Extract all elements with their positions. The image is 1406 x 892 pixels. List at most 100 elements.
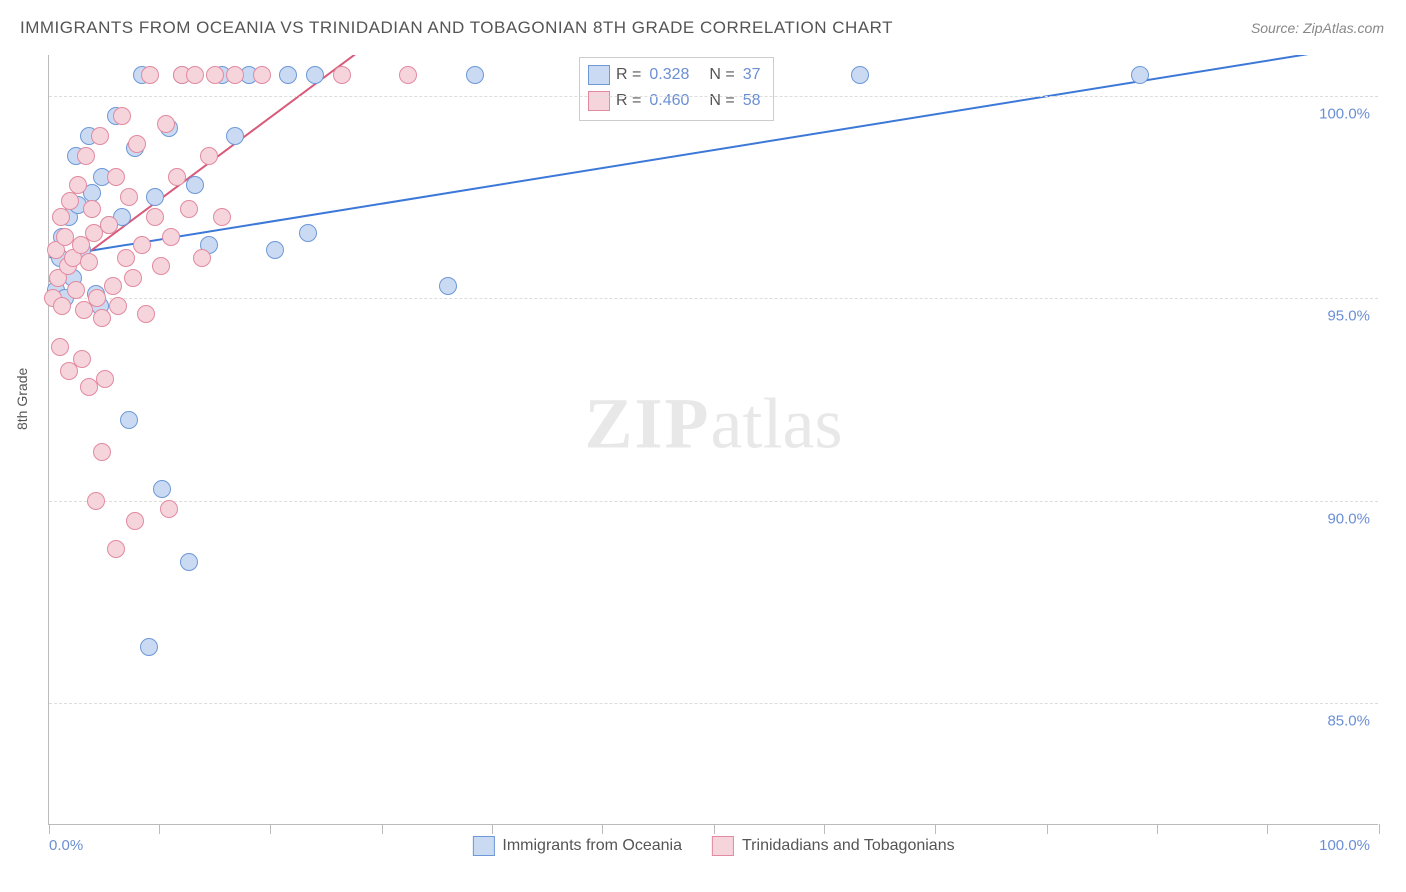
- data-point: [96, 370, 114, 388]
- data-point: [152, 257, 170, 275]
- legend-swatch: [588, 65, 610, 85]
- legend-swatch: [588, 91, 610, 111]
- watermark-text: ZIPatlas: [585, 383, 843, 466]
- data-point: [104, 277, 122, 295]
- y-tick-label: 95.0%: [1327, 308, 1370, 325]
- chart-title: IMMIGRANTS FROM OCEANIA VS TRINIDADIAN A…: [20, 18, 893, 38]
- data-point: [137, 305, 155, 323]
- data-point: [266, 241, 284, 259]
- x-tick: [1379, 824, 1380, 834]
- y-axis-label: 8th Grade: [14, 368, 30, 430]
- grid-line: [49, 298, 1378, 299]
- data-point: [466, 66, 484, 84]
- data-point: [141, 66, 159, 84]
- legend-r-label: R =: [616, 66, 641, 84]
- data-point: [91, 127, 109, 145]
- data-point: [126, 512, 144, 530]
- data-point: [67, 281, 85, 299]
- data-point: [87, 492, 105, 510]
- data-point: [186, 66, 204, 84]
- data-point: [120, 188, 138, 206]
- source-attribution: Source: ZipAtlas.com: [1251, 20, 1384, 36]
- x-tick: [270, 824, 271, 834]
- data-point: [51, 338, 69, 356]
- data-point: [200, 147, 218, 165]
- data-point: [133, 236, 151, 254]
- data-point: [168, 168, 186, 186]
- x-tick: [1047, 824, 1048, 834]
- data-point: [253, 66, 271, 84]
- x-tick: [49, 824, 50, 834]
- x-tick: [492, 824, 493, 834]
- data-point: [80, 378, 98, 396]
- y-tick-label: 85.0%: [1327, 713, 1370, 730]
- data-point: [439, 277, 457, 295]
- data-point: [279, 66, 297, 84]
- correlation-legend: R =0.328N =37R =0.460N =58: [579, 57, 774, 121]
- legend-row: R =0.328N =37: [588, 62, 761, 88]
- data-point: [180, 553, 198, 571]
- x-tick: [382, 824, 383, 834]
- data-point: [83, 200, 101, 218]
- data-point: [306, 66, 324, 84]
- data-point: [146, 208, 164, 226]
- data-point: [1131, 66, 1149, 84]
- series-legend-item: Trinidadians and Tobagonians: [712, 836, 955, 856]
- data-point: [77, 147, 95, 165]
- watermark-zip: ZIP: [585, 384, 711, 464]
- data-point: [140, 638, 158, 656]
- data-point: [117, 249, 135, 267]
- data-point: [162, 228, 180, 246]
- data-point: [88, 289, 106, 307]
- data-point: [80, 253, 98, 271]
- data-point: [213, 208, 231, 226]
- data-point: [226, 66, 244, 84]
- data-point: [160, 500, 178, 518]
- watermark-atlas: atlas: [711, 384, 843, 464]
- x-tick: [714, 824, 715, 834]
- legend-swatch: [472, 836, 494, 856]
- data-point: [107, 540, 125, 558]
- x-axis-min-label: 0.0%: [49, 837, 83, 854]
- data-point: [113, 107, 131, 125]
- y-tick-label: 90.0%: [1327, 510, 1370, 527]
- data-point: [146, 188, 164, 206]
- data-point: [53, 297, 71, 315]
- legend-n-value: 37: [743, 66, 761, 84]
- x-tick: [602, 824, 603, 834]
- data-point: [157, 115, 175, 133]
- data-point: [61, 192, 79, 210]
- data-point: [851, 66, 869, 84]
- grid-line: [49, 501, 1378, 502]
- scatter-chart: ZIPatlas R =0.328N =37R =0.460N =58 Immi…: [48, 55, 1378, 825]
- data-point: [153, 480, 171, 498]
- series-legend: Immigrants from Oceania Trinidadians and …: [472, 836, 954, 856]
- grid-line: [49, 96, 1378, 97]
- data-point: [399, 66, 417, 84]
- x-tick: [1267, 824, 1268, 834]
- data-point: [69, 176, 87, 194]
- x-tick: [159, 824, 160, 834]
- data-point: [206, 66, 224, 84]
- data-point: [186, 176, 204, 194]
- legend-n-label: N =: [709, 66, 734, 84]
- data-point: [333, 66, 351, 84]
- series-name: Immigrants from Oceania: [502, 837, 682, 855]
- data-point: [128, 135, 146, 153]
- data-point: [109, 297, 127, 315]
- trend-lines-layer: [49, 55, 1378, 824]
- series-name: Trinidadians and Tobagonians: [742, 837, 955, 855]
- x-tick: [935, 824, 936, 834]
- data-point: [100, 216, 118, 234]
- grid-line: [49, 703, 1378, 704]
- data-point: [60, 362, 78, 380]
- y-tick-label: 100.0%: [1319, 105, 1370, 122]
- data-point: [107, 168, 125, 186]
- data-point: [193, 249, 211, 267]
- data-point: [180, 200, 198, 218]
- legend-swatch: [712, 836, 734, 856]
- x-tick: [824, 824, 825, 834]
- data-point: [52, 208, 70, 226]
- data-point: [93, 443, 111, 461]
- data-point: [226, 127, 244, 145]
